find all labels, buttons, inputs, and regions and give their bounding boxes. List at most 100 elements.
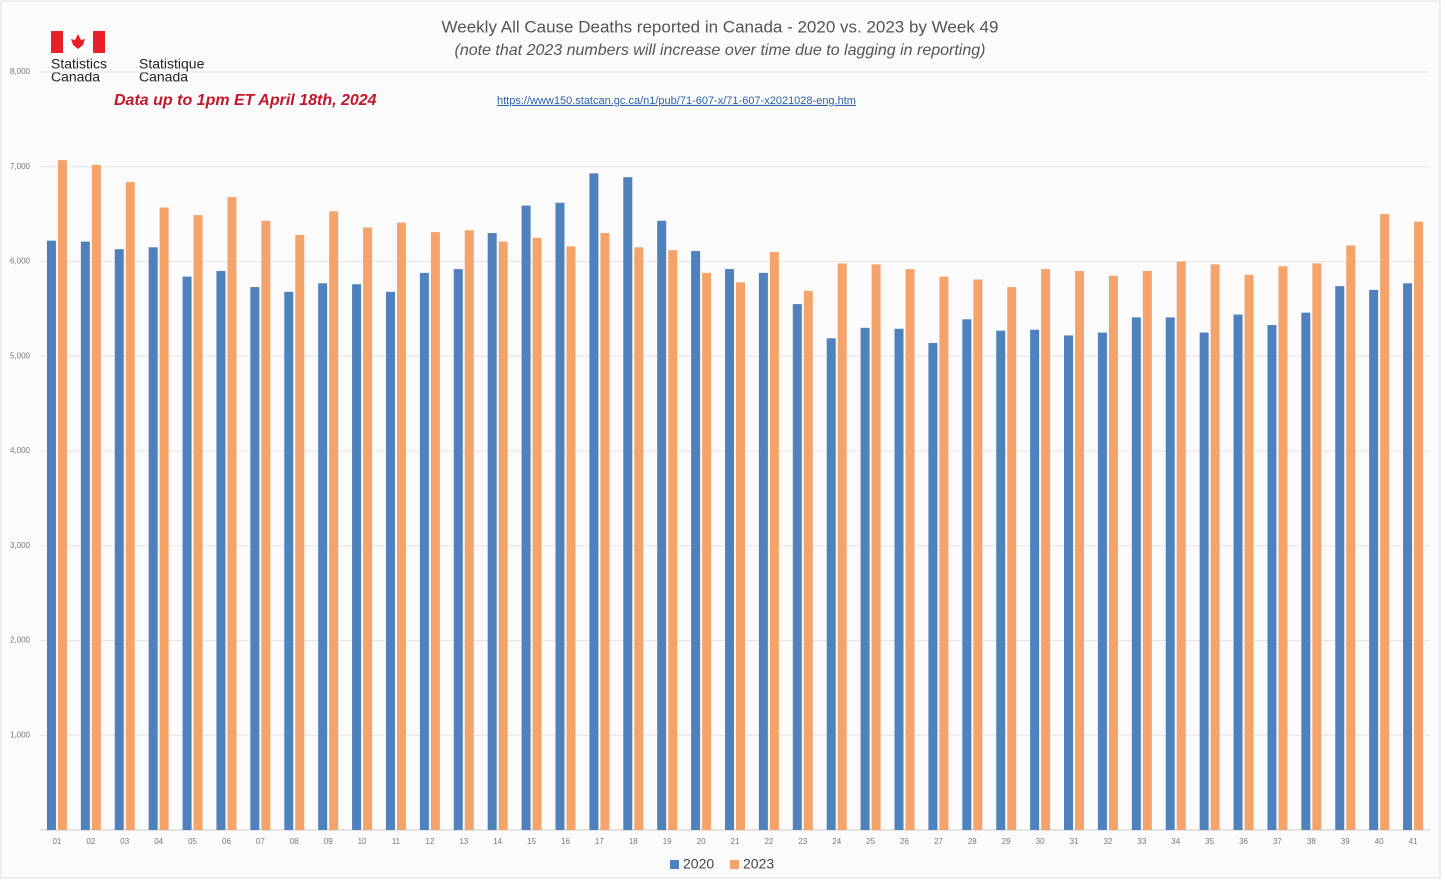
bar xyxy=(1097,332,1107,830)
bar xyxy=(1233,314,1243,830)
x-tick-label: 24 xyxy=(832,837,841,846)
y-tick-label: 6,000 xyxy=(10,257,31,266)
bar xyxy=(1346,245,1356,830)
bar xyxy=(1278,266,1288,830)
bar xyxy=(973,279,983,830)
bar xyxy=(261,220,271,830)
bar xyxy=(1335,286,1345,830)
bar xyxy=(385,291,395,830)
bar xyxy=(464,230,474,831)
x-tick-label: 08 xyxy=(290,837,299,846)
bar xyxy=(1301,312,1311,830)
x-tick-label: 14 xyxy=(493,837,502,846)
x-tick-label: 38 xyxy=(1307,837,1316,846)
bar xyxy=(1131,317,1141,831)
legend-swatch xyxy=(670,860,679,869)
chart-title: Weekly All Cause Deaths reported in Cana… xyxy=(442,17,999,36)
bar xyxy=(498,241,508,831)
x-tick-label: 31 xyxy=(1070,837,1079,846)
bar xyxy=(600,233,610,830)
bar xyxy=(430,232,440,830)
bar xyxy=(250,287,260,830)
x-tick-label: 21 xyxy=(731,837,740,846)
data-note: Data up to 1pm ET April 18th, 2024 xyxy=(114,92,377,109)
bar xyxy=(555,202,565,830)
bar xyxy=(159,207,169,830)
bar xyxy=(1244,274,1254,830)
x-tick-label: 01 xyxy=(52,837,61,846)
x-tick-label: 13 xyxy=(459,837,468,846)
x-tick-label: 41 xyxy=(1409,837,1418,846)
legend-label: 2020 xyxy=(683,856,714,872)
x-tick-label: 27 xyxy=(934,837,943,846)
bar xyxy=(1108,275,1118,830)
x-tick-label: 03 xyxy=(120,837,129,846)
bar xyxy=(329,211,339,831)
bar xyxy=(702,272,712,830)
bar xyxy=(725,269,734,831)
bar xyxy=(227,197,237,830)
bar xyxy=(363,227,373,830)
bar xyxy=(668,250,678,830)
bar xyxy=(1369,289,1379,830)
x-tick-label: 20 xyxy=(697,837,706,846)
bar xyxy=(453,269,463,831)
bar xyxy=(634,247,644,831)
bar xyxy=(80,241,90,831)
bar xyxy=(623,177,633,831)
y-tick-label: 8,000 xyxy=(10,67,31,76)
bar xyxy=(1210,264,1220,830)
bar xyxy=(589,173,599,830)
legend-swatch xyxy=(730,860,739,869)
bar xyxy=(1403,283,1413,831)
bar xyxy=(1176,261,1186,830)
x-tick-label: 30 xyxy=(1036,837,1045,846)
bar xyxy=(114,249,124,830)
x-tick-label: 07 xyxy=(256,837,265,846)
x-tick-label: 29 xyxy=(1002,837,1011,846)
bar xyxy=(1041,269,1051,831)
y-tick-label: 5,000 xyxy=(10,351,31,360)
x-tick-label: 19 xyxy=(663,837,672,846)
x-tick-label: 12 xyxy=(425,837,434,846)
bar xyxy=(532,237,542,830)
bar xyxy=(1064,335,1074,830)
x-tick-label: 02 xyxy=(86,837,95,846)
bar xyxy=(295,234,305,831)
bar xyxy=(792,304,802,830)
x-tick-label: 36 xyxy=(1239,837,1248,846)
logo-fr: Statistique xyxy=(139,56,205,72)
bar xyxy=(803,290,813,830)
bar xyxy=(182,276,192,830)
bar xyxy=(521,205,531,830)
bar xyxy=(1380,214,1390,830)
bar xyxy=(1267,324,1277,830)
bar xyxy=(284,291,294,830)
bar xyxy=(657,220,667,830)
bar xyxy=(962,319,972,830)
bar xyxy=(216,270,226,831)
bar xyxy=(826,338,836,830)
bar xyxy=(1165,317,1175,831)
canada-flag xyxy=(51,31,105,53)
bar xyxy=(318,283,328,831)
x-tick-label: 32 xyxy=(1103,837,1112,846)
chart-subtitle: (note that 2023 numbers will increase ov… xyxy=(455,42,986,59)
bar xyxy=(91,164,101,831)
x-tick-label: 18 xyxy=(629,837,638,846)
bar xyxy=(758,272,768,830)
x-tick-label: 39 xyxy=(1341,837,1350,846)
x-tick-label: 22 xyxy=(764,837,773,846)
bar xyxy=(193,215,203,830)
legend-label: 2023 xyxy=(743,856,774,872)
x-tick-label: 09 xyxy=(324,837,333,846)
x-tick-label: 35 xyxy=(1205,837,1214,846)
source-link[interactable]: https://www150.statcan.gc.ca/n1/pub/71-6… xyxy=(497,95,856,107)
bar xyxy=(46,240,56,830)
x-tick-label: 16 xyxy=(561,837,570,846)
y-tick-label: 2,000 xyxy=(10,636,31,645)
logo-en: Statistics xyxy=(51,56,107,72)
bar xyxy=(352,284,362,830)
logo-fr: Canada xyxy=(139,69,188,85)
x-tick-label: 15 xyxy=(527,837,536,846)
